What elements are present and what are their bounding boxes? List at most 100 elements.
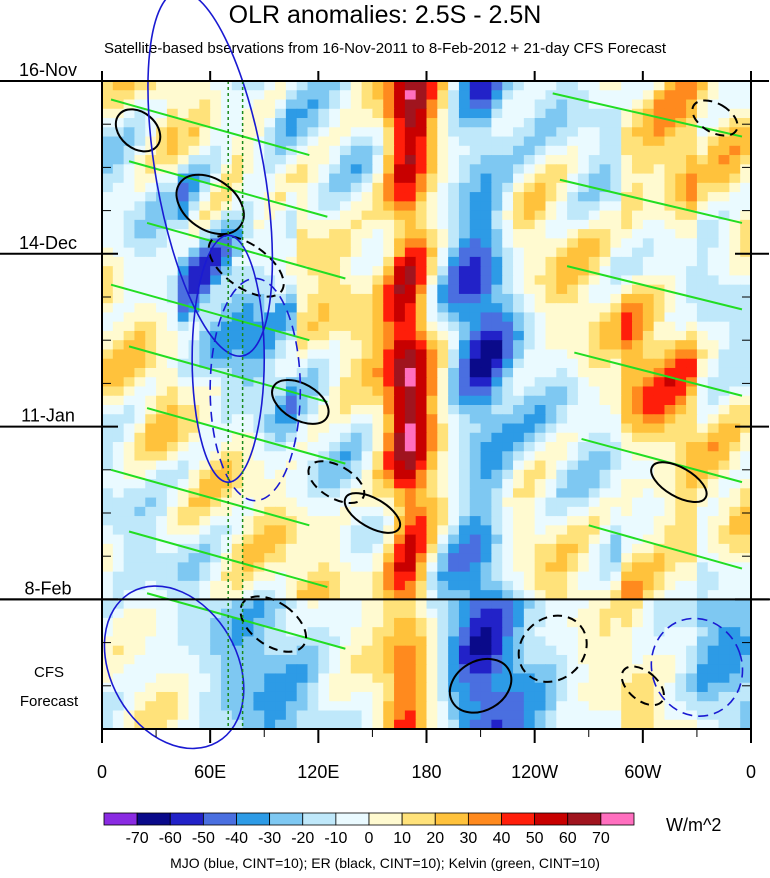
olr-cell: [458, 451, 471, 462]
olr-cell: [426, 340, 438, 351]
olr-cell: [610, 405, 622, 415]
olr-cell: [210, 247, 222, 258]
olr-cell: [523, 460, 536, 471]
olr-cell: [253, 238, 265, 249]
olr-cell: [675, 414, 687, 425]
mjo-contour: [191, 234, 266, 483]
olr-cell: [545, 340, 557, 351]
olr-cell: [156, 358, 168, 369]
olr-cell: [707, 654, 720, 665]
olr-cell: [664, 192, 676, 202]
olr-cell: [480, 442, 492, 452]
olr-cell: [491, 321, 503, 332]
olr-cell: [556, 358, 568, 369]
olr-cell: [502, 590, 514, 600]
olr-cell: [610, 627, 622, 638]
olr-cell: [632, 164, 644, 175]
olr-cell: [253, 145, 265, 156]
olr-cell: [102, 247, 114, 258]
olr-cell: [415, 488, 428, 499]
olr-cell: [307, 330, 319, 341]
olr-cell: [102, 590, 114, 600]
olr-cell: [242, 562, 255, 573]
olr-cell: [404, 654, 417, 665]
olr-cell: [534, 497, 547, 508]
olr-cell: [469, 636, 482, 647]
olr-cell: [329, 636, 341, 647]
olr-cell: [242, 469, 255, 480]
olr-cell: [134, 201, 146, 212]
olr-cell: [307, 506, 319, 517]
olr-cell: [112, 229, 125, 239]
olr-cell: [513, 293, 525, 304]
olr-cell: [188, 506, 200, 517]
olr-cell: [134, 81, 146, 91]
olr-cell: [372, 701, 384, 712]
olr-cell: [469, 118, 482, 128]
olr-cell: [718, 719, 730, 730]
olr-cell: [210, 451, 222, 462]
olr-cell: [264, 358, 276, 369]
olr-cell: [696, 284, 709, 295]
olr-cell: [621, 423, 633, 434]
olr-cell: [231, 506, 244, 517]
olr-cell: [502, 303, 514, 314]
olr-cell: [231, 201, 244, 212]
olr-cell: [534, 312, 547, 323]
olr-cell: [469, 90, 482, 101]
olr-cell: [102, 164, 114, 175]
olr-cell: [339, 460, 352, 471]
olr-cell: [653, 506, 666, 517]
olr-cell: [545, 488, 557, 499]
olr-cell: [577, 580, 590, 591]
olr-cell: [729, 321, 741, 332]
olr-cell: [350, 543, 363, 554]
olr-cell: [199, 108, 211, 119]
olr-cell: [740, 247, 752, 258]
olr-cell: [112, 312, 125, 323]
olr-cell: [588, 423, 601, 434]
olr-cell: [307, 553, 319, 563]
olr-cell: [545, 432, 557, 443]
olr-cell: [177, 164, 190, 175]
olr-cell: [675, 423, 687, 434]
olr-cell: [588, 469, 601, 480]
olr-cell: [415, 182, 428, 193]
olr-cell: [177, 395, 190, 406]
olr-cell: [707, 534, 720, 545]
olr-cell: [707, 636, 720, 647]
olr-cell: [458, 238, 471, 249]
olr-cell: [664, 423, 676, 434]
olr-cell: [188, 81, 200, 91]
olr-cell: [469, 405, 482, 415]
olr-cell: [599, 330, 611, 341]
olr-cell: [177, 497, 190, 508]
olr-cell: [383, 608, 395, 619]
olr-cell: [513, 627, 525, 638]
olr-cell: [523, 377, 536, 388]
olr-cell: [361, 636, 374, 647]
olr-cell: [534, 90, 547, 101]
olr-cell: [199, 330, 211, 341]
olr-cell: [534, 321, 547, 332]
olr-cell: [166, 340, 179, 351]
olr-cell: [545, 654, 557, 665]
olr-cell: [491, 395, 503, 406]
olr-cell: [556, 238, 568, 249]
olr-cell: [339, 145, 352, 156]
olr-cell: [653, 266, 666, 276]
olr-cell: [588, 81, 601, 91]
olr-cell: [621, 580, 633, 591]
olr-cell: [458, 293, 471, 304]
olr-cell: [502, 99, 514, 110]
olr-cell: [188, 525, 200, 536]
olr-cell: [664, 562, 676, 573]
olr-cell: [534, 590, 547, 600]
olr-cell: [740, 303, 752, 314]
olr-cell: [102, 210, 114, 221]
olr-cell: [166, 469, 179, 480]
olr-cell: [426, 691, 438, 702]
olr-cell: [394, 312, 406, 323]
olr-cell: [610, 451, 622, 462]
olr-cell: [675, 516, 687, 526]
